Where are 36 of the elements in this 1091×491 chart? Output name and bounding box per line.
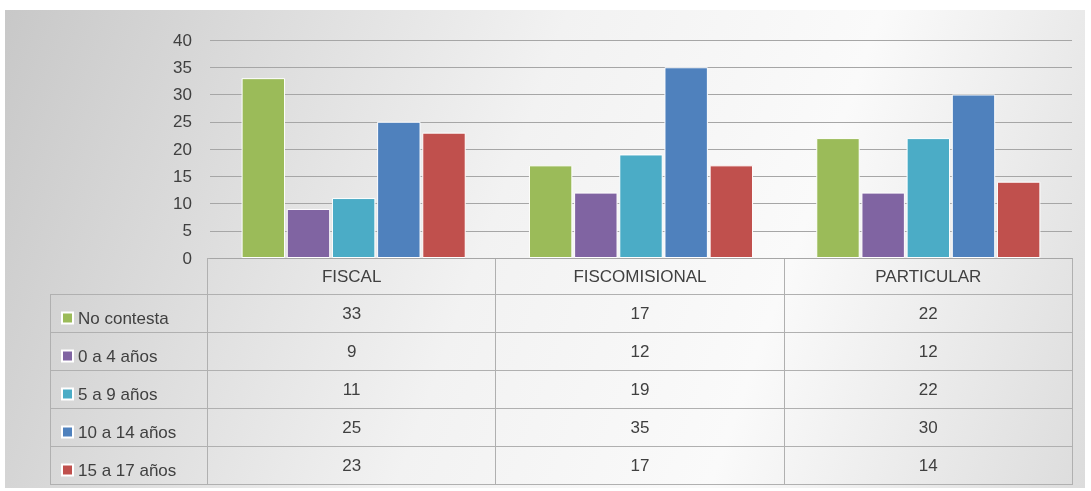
data-label: 33 (207, 294, 496, 333)
y-tick-label: 15 (173, 166, 192, 186)
data-label: 35 (495, 408, 785, 447)
bar (996, 181, 1041, 258)
y-tick-label: 0 (182, 248, 192, 268)
data-label: 14 (784, 446, 1073, 485)
x-tick-label: FISCAL (207, 258, 496, 295)
data-label: 25 (207, 408, 496, 447)
data-label: 22 (784, 370, 1073, 409)
y-tick-label: 40 (173, 30, 192, 50)
data-label: 19 (495, 370, 785, 409)
bar (286, 208, 331, 258)
data-label: 12 (495, 332, 785, 371)
y-tick-label: 10 (173, 194, 192, 213)
y-tick-label: 35 (173, 57, 192, 77)
data-label: 11 (207, 370, 496, 409)
y-tick-label: 30 (173, 85, 192, 104)
y-tick-label: 20 (173, 139, 192, 159)
x-tick-label: FISCOMISIONAL (495, 258, 785, 295)
legend-label: 5 a 9 años (78, 384, 158, 404)
data-label: 22 (784, 294, 1073, 333)
legend-label: 15 a 17 años (78, 460, 177, 480)
data-label: 17 (495, 294, 785, 333)
legend-label: No contesta (78, 308, 170, 328)
bar (951, 94, 996, 258)
data-label: 30 (784, 408, 1073, 447)
legend-label: 10 a 14 años (78, 422, 177, 442)
y-tick-label: 5 (182, 221, 192, 241)
y-tick-label: 25 (173, 112, 192, 132)
data-label: 12 (784, 332, 1073, 371)
data-label: 17 (495, 446, 785, 485)
data-label: 9 (207, 332, 496, 371)
x-tick-label: PARTICULAR (784, 258, 1073, 295)
bar (241, 78, 286, 258)
legend-label: 0 a 4 años (78, 346, 158, 366)
data-label: 23 (207, 446, 496, 485)
